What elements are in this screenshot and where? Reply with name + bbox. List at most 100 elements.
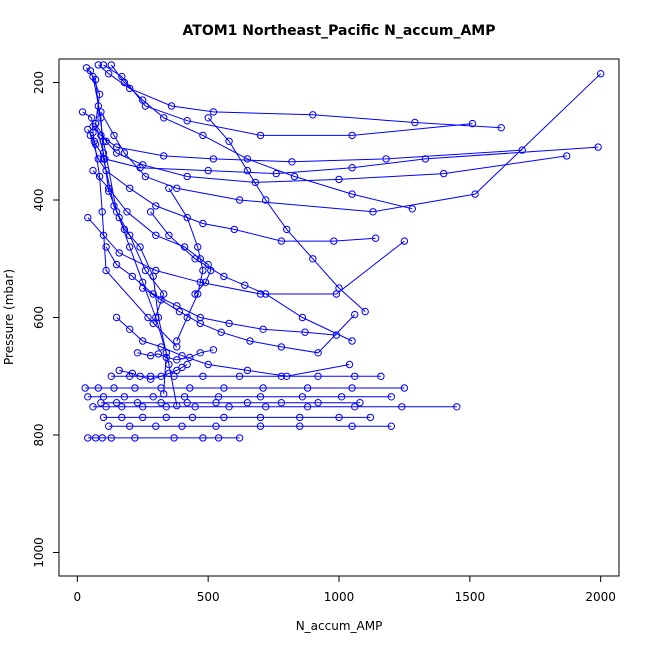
data-point bbox=[348, 131, 356, 140]
data-point bbox=[89, 72, 97, 81]
data-point bbox=[194, 290, 202, 298]
data-point bbox=[196, 278, 205, 286]
data-point bbox=[99, 393, 108, 401]
data-point bbox=[225, 403, 233, 411]
y-axis-label: Pressure (mbar) bbox=[2, 269, 16, 365]
data-point bbox=[351, 372, 359, 380]
x-tick-label: 1500 bbox=[455, 590, 486, 604]
data-point bbox=[94, 384, 103, 392]
data-point bbox=[133, 349, 142, 357]
data-point bbox=[262, 290, 270, 298]
data-point bbox=[99, 231, 108, 240]
data-point bbox=[212, 422, 220, 430]
data-point bbox=[290, 172, 299, 181]
data-point bbox=[107, 61, 116, 69]
data-point bbox=[209, 346, 218, 354]
data-point bbox=[298, 313, 307, 322]
data-point bbox=[154, 350, 163, 358]
data-point bbox=[348, 422, 356, 430]
data-point bbox=[277, 343, 286, 351]
data-point bbox=[152, 202, 160, 210]
data-point bbox=[361, 307, 369, 316]
data-point bbox=[165, 360, 173, 369]
data-point bbox=[115, 213, 123, 222]
data-point bbox=[348, 384, 356, 392]
data-point bbox=[89, 403, 97, 411]
data-point bbox=[243, 166, 252, 175]
data-point bbox=[594, 143, 602, 151]
data-point bbox=[259, 384, 267, 392]
series-group bbox=[78, 61, 605, 442]
data-point bbox=[128, 369, 137, 377]
data-point bbox=[188, 413, 197, 422]
data-point bbox=[256, 131, 265, 140]
data-point bbox=[348, 190, 356, 198]
data-point bbox=[89, 166, 97, 175]
data-point bbox=[144, 313, 152, 322]
data-point bbox=[183, 117, 191, 125]
data-point bbox=[91, 140, 100, 148]
data-point bbox=[102, 266, 110, 275]
data-point bbox=[199, 131, 207, 140]
data-point bbox=[230, 225, 239, 234]
data-point bbox=[173, 184, 181, 193]
data-point bbox=[371, 234, 380, 242]
data-point bbox=[88, 114, 96, 122]
data-point bbox=[131, 384, 139, 392]
data-point bbox=[186, 384, 194, 392]
data-point bbox=[335, 284, 343, 292]
data-point bbox=[115, 249, 123, 257]
data-point bbox=[84, 213, 92, 222]
data-point bbox=[303, 384, 312, 392]
data-point bbox=[139, 403, 147, 411]
data-point bbox=[126, 325, 134, 333]
data-point bbox=[256, 422, 265, 430]
data-point bbox=[345, 360, 354, 369]
data-point bbox=[99, 413, 108, 422]
data-point bbox=[146, 375, 155, 383]
data-point bbox=[152, 422, 160, 430]
data-point bbox=[128, 272, 137, 281]
data-point bbox=[97, 108, 105, 116]
data-point bbox=[102, 137, 110, 146]
data-point bbox=[120, 225, 129, 234]
data-point bbox=[141, 172, 150, 181]
data-point bbox=[225, 137, 233, 146]
data-point bbox=[272, 169, 280, 178]
data-point bbox=[199, 372, 207, 380]
data-point bbox=[204, 114, 212, 122]
series-line-5 bbox=[103, 64, 473, 136]
data-point bbox=[262, 196, 270, 204]
data-point bbox=[356, 399, 364, 407]
data-point bbox=[91, 119, 100, 128]
data-point bbox=[199, 219, 207, 228]
data-point bbox=[400, 237, 409, 245]
data-point bbox=[183, 399, 191, 407]
data-point bbox=[126, 422, 134, 430]
data-point bbox=[110, 202, 118, 210]
data-point bbox=[98, 434, 106, 442]
data-point bbox=[191, 290, 199, 298]
data-point bbox=[256, 290, 265, 298]
data-point bbox=[382, 155, 390, 163]
data-point bbox=[94, 61, 103, 69]
data-point bbox=[183, 213, 191, 222]
data-point bbox=[366, 413, 375, 422]
data-point bbox=[348, 164, 356, 172]
series-line-7 bbox=[87, 129, 599, 175]
data-point bbox=[398, 403, 406, 411]
data-point bbox=[126, 184, 134, 193]
data-point bbox=[400, 384, 409, 392]
data-point bbox=[99, 61, 108, 69]
data-point bbox=[102, 243, 110, 251]
data-point bbox=[408, 205, 416, 213]
data-point bbox=[81, 384, 89, 392]
x-tick-label: 1000 bbox=[324, 590, 355, 604]
data-point bbox=[120, 149, 129, 157]
series-line-29 bbox=[137, 349, 214, 361]
series-line-13 bbox=[92, 170, 212, 295]
data-point bbox=[112, 313, 121, 322]
data-point bbox=[387, 422, 395, 430]
data-point bbox=[157, 372, 165, 380]
data-point bbox=[369, 208, 377, 216]
